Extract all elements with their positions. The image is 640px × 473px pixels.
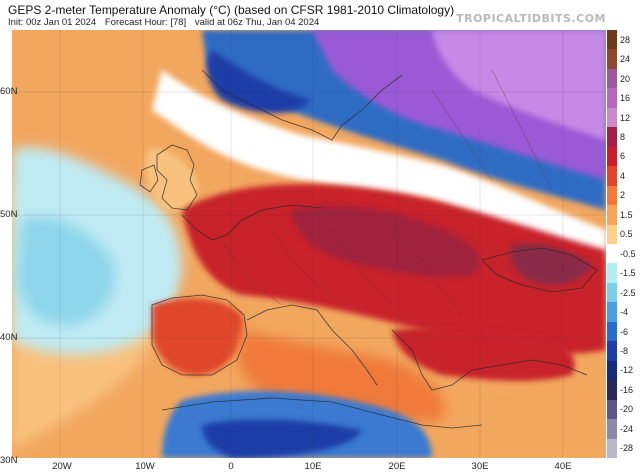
colorbar-label: 6 (620, 151, 626, 162)
colorbar-label: 4 (620, 170, 626, 181)
far-north-cold-anomaly (432, 30, 606, 140)
colorbar-swatch (607, 127, 617, 148)
colorbar-swatch (607, 263, 617, 284)
colorbar-label: -12 (620, 365, 634, 376)
graticule (12, 30, 606, 458)
balkans-coast (391, 329, 588, 391)
border-eastern-europe (391, 229, 463, 316)
brand-watermark: TROPICALTIDBITS.COM (456, 12, 606, 25)
colorbar-swatch (607, 380, 617, 401)
colorbar-swatch (607, 49, 617, 70)
colorbar-label: -20 (620, 404, 634, 415)
scandinavia-coast (201, 69, 403, 141)
colorbar-swatch (607, 360, 617, 381)
colorbar-label: 28 (620, 34, 631, 45)
colorbar-swatch (607, 30, 617, 50)
coastlines (139, 69, 598, 429)
neutral-band (152, 70, 606, 260)
colorbar-label: 12 (620, 112, 631, 123)
colorbar-label: -8 (620, 346, 629, 356)
lon-label: 10W (135, 461, 155, 472)
border-germany-poland (271, 229, 333, 296)
sahara-cold-core (202, 419, 362, 458)
anomaly-field (12, 30, 606, 458)
balkans-turkey-warm-anomaly (392, 327, 575, 381)
colorbar-swatch (607, 321, 617, 342)
central-europe-warm-core (292, 205, 480, 277)
border-france-germany (221, 239, 283, 306)
colorbar-label: -0.5 (620, 248, 636, 259)
colorbar-label: -6 (620, 326, 629, 337)
middle-east-region (469, 389, 606, 458)
colorbar-label: -16 (620, 384, 634, 395)
lon-label: 20E (388, 461, 406, 472)
lat-label: 40N (0, 332, 18, 343)
black-sea-coast (481, 247, 598, 293)
colorbar-swatch (607, 224, 617, 245)
lon-label: 0 (228, 461, 234, 472)
colorbar-swatch (607, 68, 617, 89)
lon-label: 10E (304, 461, 322, 472)
lon-label: 20W (52, 461, 72, 472)
colorbar-swatch (607, 244, 617, 264)
colorbar-label: -24 (620, 423, 634, 434)
colorbar-label: 20 (620, 73, 631, 84)
init-time: Init: 00z Jan 01 2024 (8, 17, 97, 28)
iberia-warm-anomaly (152, 298, 243, 376)
forecast-hour: Forecast Hour: [78] (104, 17, 187, 28)
map-subtitle: Init: 00z Jan 01 2024 Forecast Hour: [78… (8, 17, 325, 28)
colorbar-swatch (607, 107, 617, 128)
colorbar-swatch (607, 438, 617, 459)
cold-core-atlantic (17, 217, 115, 326)
north-africa-coast (161, 397, 483, 429)
france-italy-coast (246, 304, 378, 386)
british-isles-region (145, 149, 198, 211)
colorbar-swatch (607, 88, 617, 109)
border-finland-russia (431, 89, 493, 181)
country-borders (221, 69, 553, 316)
lat-label: 60N (0, 86, 18, 97)
north-sea-coast (181, 204, 323, 241)
lon-label: 40E (554, 461, 572, 472)
ireland-coast (139, 164, 159, 193)
map-title: GEPS 2-meter Temperature Anomaly (°C) (b… (8, 3, 455, 17)
temperature-anomaly-map (12, 30, 606, 458)
colorbar-label: -1.5 (620, 268, 636, 279)
colorbar-swatch (607, 419, 617, 440)
lon-label: 30E (471, 461, 489, 472)
colorbar-swatch (607, 146, 617, 167)
valid-time: valid at 06z Thu, Jan 04 2024 (194, 17, 320, 28)
colorbar-label: 16 (620, 93, 631, 104)
colorbar-swatch (607, 302, 617, 323)
colorbar-label: -4 (620, 307, 629, 318)
colorbar-swatch (607, 185, 617, 206)
colorbar-label: 8 (620, 132, 626, 142)
header: GEPS 2-meter Temperature Anomaly (°C) (b… (0, 0, 640, 30)
norwegian-sea-cold-core (206, 50, 312, 114)
iberia-coast (151, 294, 248, 376)
colorbar-swatch (607, 205, 617, 226)
border-russia-west (491, 69, 553, 191)
black-sea-warm-core (510, 243, 592, 285)
colorbar-label: 2 (620, 190, 626, 201)
great-britain-coast (156, 144, 198, 211)
colorbar-label: 0.5 (620, 229, 633, 240)
colorbar-swatch (607, 341, 617, 362)
lat-label: 50N (0, 209, 18, 220)
colorbar-label: -28 (620, 443, 634, 454)
colorbar-label: -2.5 (620, 287, 636, 298)
colorbar-label: 24 (620, 54, 631, 65)
colorbar-label: 1.5 (620, 209, 633, 220)
colorbar-legend: 28 24 20 16 12 8 6 4 2 1.5 0.5 -0.5 -1.5 -2.5 -4 -6 -8 -1… (607, 30, 640, 459)
colorbar-swatch (607, 399, 617, 420)
lat-label: 30N (0, 455, 18, 466)
border-poland-ukraine (331, 229, 393, 306)
colorbar-swatch (607, 166, 617, 187)
colorbar-swatch (607, 282, 617, 303)
